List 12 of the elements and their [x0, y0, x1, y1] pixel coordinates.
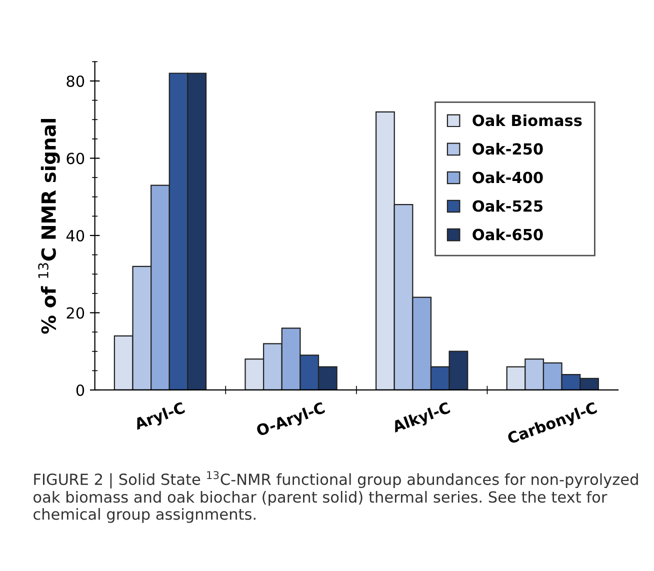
legend-label: Oak-400 — [472, 171, 543, 184]
y-tick-label: 40 — [66, 230, 84, 242]
y-tick-label: 0 — [76, 384, 84, 396]
y-tick-label: 80 — [66, 75, 84, 88]
legend-label: Oak-525 — [472, 200, 543, 212]
y-tick-label: 20 — [66, 307, 84, 319]
y-axis-title: % of $^{13}$C NMR signal — [38, 118, 60, 334]
y-tick-label: 60 — [66, 152, 84, 164]
legend-label: Oak-650 — [472, 228, 543, 240]
legend-label: Oak-250 — [472, 142, 543, 155]
caption: FIGURE 2 | Solid State $^{13}$C-NMR functional group abundances for non-pyrolyzed oak biomass and oak biochar (parent solid) thermal series. See the text for chemical group assignments. — [34, 471, 638, 523]
legend-label: Oak Biomass — [472, 114, 582, 126]
